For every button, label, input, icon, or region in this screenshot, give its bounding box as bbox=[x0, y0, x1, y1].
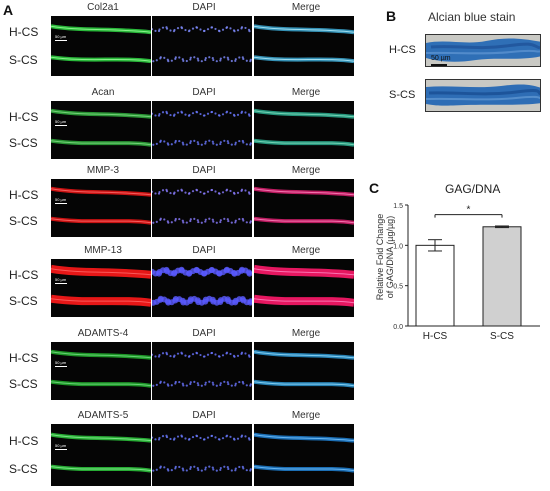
fluorescence-image bbox=[254, 179, 354, 237]
bar bbox=[482, 226, 522, 327]
scale-bar: 50 µm bbox=[55, 34, 67, 40]
row-label-scs: S-CS bbox=[9, 462, 38, 477]
fluorescence-image bbox=[152, 424, 252, 486]
fluorescence-image bbox=[254, 16, 354, 76]
alcian-scale-text: 50 µm bbox=[431, 55, 451, 62]
row-label-hcs: H-CS bbox=[9, 350, 39, 365]
scale-bar: 50 µm bbox=[55, 196, 67, 202]
fluorescence-image bbox=[254, 424, 354, 486]
y-tick-label: 1.0 bbox=[393, 243, 403, 250]
row-label-scs: S-CS bbox=[9, 214, 38, 229]
fluorescence-image bbox=[152, 342, 252, 400]
panel-b-letter: B bbox=[386, 8, 397, 24]
row-label-hcs: H-CS bbox=[9, 433, 39, 448]
row-label-scs: S-CS bbox=[9, 136, 38, 151]
alcian-image-hcs bbox=[425, 34, 541, 67]
fluorescence-image bbox=[254, 342, 354, 400]
marker-header: Acan bbox=[91, 87, 115, 98]
fluorescence-image: 50 µm bbox=[51, 179, 151, 237]
fluorescence-image: 50 µm bbox=[51, 424, 151, 486]
scale-bar: 50 µm bbox=[55, 359, 67, 365]
marker-header: Merge bbox=[291, 410, 321, 421]
scale-bar: 50 µm bbox=[55, 442, 67, 448]
marker-header: MMP-13 bbox=[84, 245, 122, 256]
bar bbox=[415, 244, 455, 327]
row-label-hcs: H-CS bbox=[9, 187, 39, 202]
fluorescence-image: 50 µm bbox=[51, 259, 151, 317]
y-tick-label: 0.5 bbox=[393, 284, 403, 291]
alcian-row-label-hcs: H-CS bbox=[389, 44, 416, 56]
fluorescence-image bbox=[254, 101, 354, 159]
x-category-label: S-CS bbox=[490, 331, 514, 342]
panel-a-letter: A bbox=[3, 2, 14, 18]
marker-header: Col2a1 bbox=[87, 2, 119, 13]
panel-c-letter: C bbox=[369, 180, 380, 196]
fluorescence-image: 50 µm bbox=[51, 16, 151, 76]
alcian-image-scs bbox=[425, 79, 541, 112]
alcian-stain-title: Alcian blue stain bbox=[428, 10, 516, 24]
marker-header: Merge bbox=[291, 2, 321, 13]
y-axis-label-line-1: Relative Fold Change bbox=[375, 213, 385, 301]
significance-star: * bbox=[467, 205, 471, 216]
marker-header: Merge bbox=[291, 328, 321, 339]
marker-header: DAPI bbox=[192, 410, 216, 421]
marker-header: MMP-3 bbox=[86, 165, 120, 176]
marker-header: DAPI bbox=[192, 87, 216, 98]
alcian-scale-bar bbox=[431, 64, 447, 66]
row-label-hcs: H-CS bbox=[9, 25, 39, 40]
marker-header: DAPI bbox=[192, 2, 216, 13]
y-tick-label: 1.5 bbox=[393, 203, 403, 210]
y-tick-label: 0.0 bbox=[393, 324, 403, 331]
marker-header: DAPI bbox=[192, 245, 216, 256]
chart-title: GAG/DNA bbox=[445, 182, 501, 196]
gag-dna-bar-chart: 0.0 0.5 1.0 1.5 H-CS S-CS * bbox=[393, 203, 540, 342]
fluorescence-image bbox=[152, 16, 252, 76]
row-label-hcs: H-CS bbox=[9, 109, 39, 124]
scale-bar: 50 µm bbox=[55, 118, 67, 124]
fluorescence-image bbox=[152, 179, 252, 237]
fluorescence-image bbox=[152, 259, 252, 317]
fluorescence-image bbox=[254, 259, 354, 317]
marker-header: Merge bbox=[291, 245, 321, 256]
row-label-scs: S-CS bbox=[9, 294, 38, 309]
alcian-row-label-scs: S-CS bbox=[389, 89, 416, 101]
row-label-hcs: H-CS bbox=[9, 267, 39, 282]
scale-bar: 50 µm bbox=[55, 276, 67, 282]
row-label-scs: S-CS bbox=[9, 377, 38, 392]
marker-header: Merge bbox=[291, 165, 321, 176]
fluorescence-image bbox=[152, 101, 252, 159]
marker-header: DAPI bbox=[192, 328, 216, 339]
marker-header: Merge bbox=[291, 87, 321, 98]
fluorescence-image: 50 µm bbox=[51, 101, 151, 159]
x-category-label: H-CS bbox=[423, 331, 448, 342]
marker-header: ADAMTS-5 bbox=[77, 410, 129, 421]
marker-header: ADAMTS-4 bbox=[77, 328, 129, 339]
row-label-scs: S-CS bbox=[9, 52, 38, 67]
marker-header: DAPI bbox=[192, 165, 216, 176]
fluorescence-image: 50 µm bbox=[51, 342, 151, 400]
